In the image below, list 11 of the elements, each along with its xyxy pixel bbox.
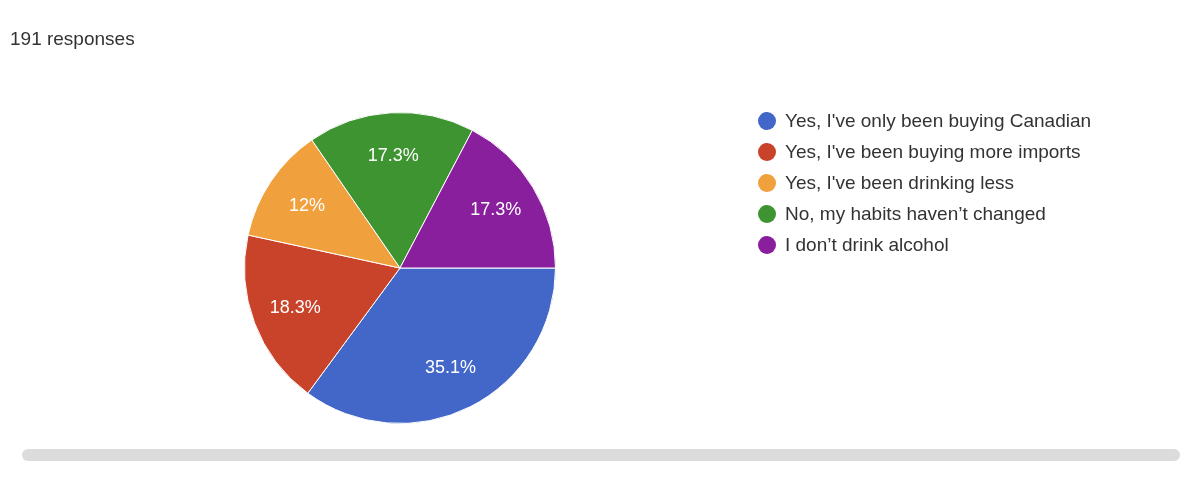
data-label: 35.1% <box>424 356 477 377</box>
legend-label: Yes, I've been buying more imports <box>785 140 1081 163</box>
text: 191 responses <box>10 28 135 50</box>
data-label: 17.3% <box>470 199 522 220</box>
legend-label: No, my habits haven’t changed <box>785 202 1046 225</box>
data-label: 12% <box>288 194 326 215</box>
legend-label: Yes, I've only been buying Canadian <box>785 109 1092 132</box>
legend-label: I don’t drink alcohol <box>785 233 949 256</box>
data-label: 17.3% <box>367 145 419 166</box>
data-label: 18.3% <box>269 296 321 317</box>
legend-label: Yes, I've been drinking less <box>785 171 1014 194</box>
